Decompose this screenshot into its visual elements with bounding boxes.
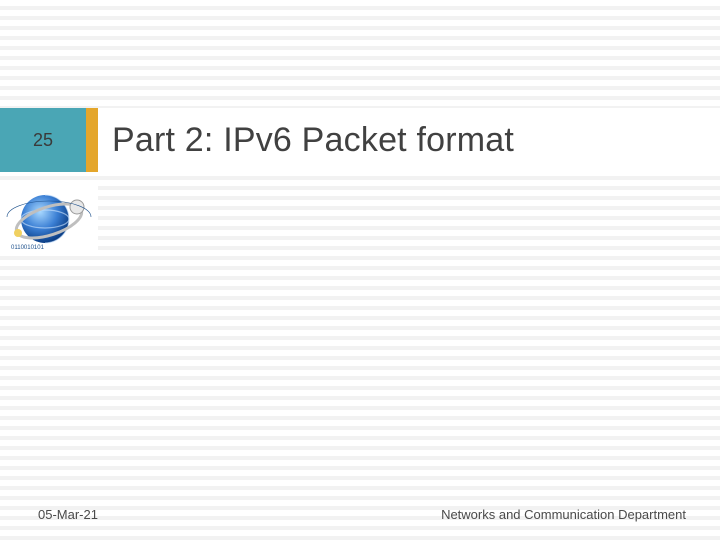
footer-date: 05-Mar-21 <box>38 507 98 522</box>
college-logo-icon: 0110010101 <box>0 180 98 256</box>
slide-number-box: 25 <box>0 108 86 172</box>
slide-background-stripes <box>0 0 720 540</box>
svg-text:0110010101: 0110010101 <box>11 245 45 251</box>
slide-title: Part 2: IPv6 Packet format <box>112 121 514 160</box>
footer: 05-Mar-21 Networks and Communication Dep… <box>0 507 720 522</box>
accent-bar <box>86 108 98 172</box>
slide-number: 25 <box>33 130 53 151</box>
title-box: Part 2: IPv6 Packet format <box>98 108 720 172</box>
footer-department: Networks and Communication Department <box>441 507 686 522</box>
title-band: 25 Part 2: IPv6 Packet format <box>0 108 720 172</box>
